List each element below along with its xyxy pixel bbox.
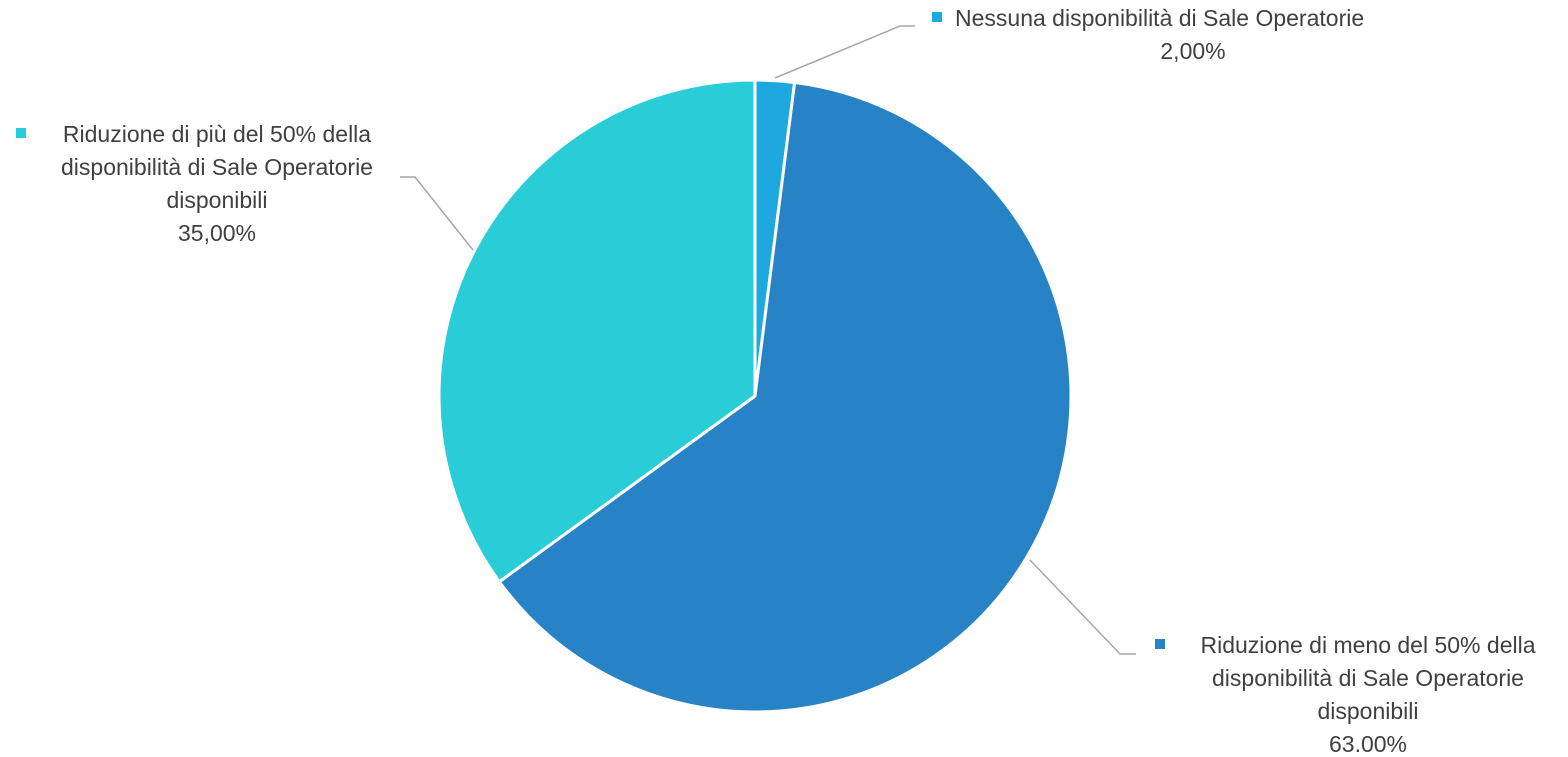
slice-value-label-3: 35,00%: [178, 220, 256, 246]
leader-line-3: [400, 176, 474, 251]
slice-value-label-2: 63,00%: [1329, 731, 1407, 752]
leader-line-2: [1029, 559, 1136, 655]
label-marker-1: [932, 12, 942, 22]
pie-slices: [437, 78, 1073, 714]
slice-label-3-line-1: Riduzione di più del 50% della: [63, 121, 371, 147]
label-marker-3: [16, 128, 26, 138]
label-marker-2: [1155, 639, 1165, 649]
pie-slice-3: [437, 78, 757, 584]
slice-label-2-line-2: disponibilità di Sale Operatorie: [1212, 665, 1524, 691]
slice-label-3-line-3: disponibili: [166, 187, 267, 213]
slice-label-1-line-1: Nessuna disponibilità di Sale Operatorie: [955, 5, 1364, 31]
slice-value-label-1: 2,00%: [1160, 38, 1225, 64]
slice-label-2-line-3: disponibili: [1317, 698, 1418, 724]
pie-slice-2: [497, 80, 1073, 714]
data-labels: Nessuna disponibilità di Sale Operatorie…: [16, 5, 1536, 757]
slice-label-3-line-2: disponibilità di Sale Operatorie: [61, 154, 373, 180]
slice-label-2-line-1: Riduzione di meno del 50% della: [1201, 632, 1536, 658]
leader-line-1: [774, 25, 915, 79]
leader-lines: [400, 25, 1136, 655]
